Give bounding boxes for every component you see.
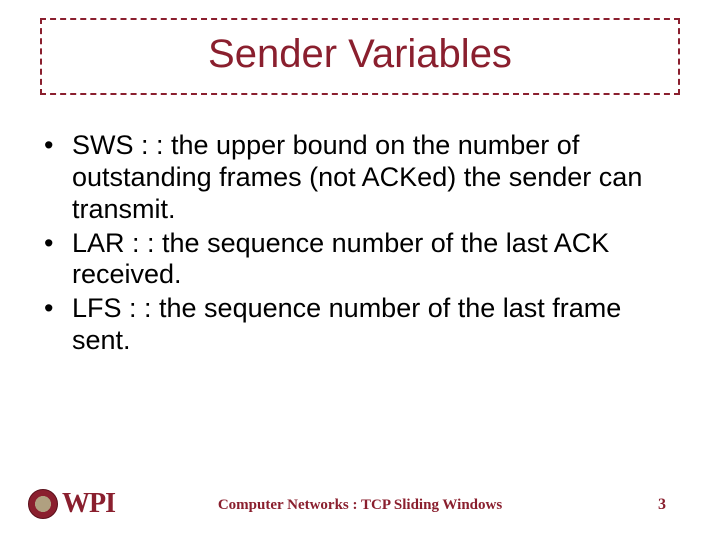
bullet-list: SWS : : the upper bound on the number of… <box>38 130 670 359</box>
slide-title: Sender Variables <box>62 32 658 77</box>
bullet-item: LAR : : the sequence number of the last … <box>38 228 670 292</box>
title-box: Sender Variables <box>40 18 680 95</box>
footer: WPI Computer Networks : TCP Sliding Wind… <box>0 484 720 520</box>
page-number: 3 <box>658 496 666 514</box>
bullet-item: LFS : : the sequence number of the last … <box>38 293 670 357</box>
bullet-item: SWS : : the upper bound on the number of… <box>38 130 670 226</box>
footer-text: Computer Networks : TCP Sliding Windows <box>0 497 720 514</box>
